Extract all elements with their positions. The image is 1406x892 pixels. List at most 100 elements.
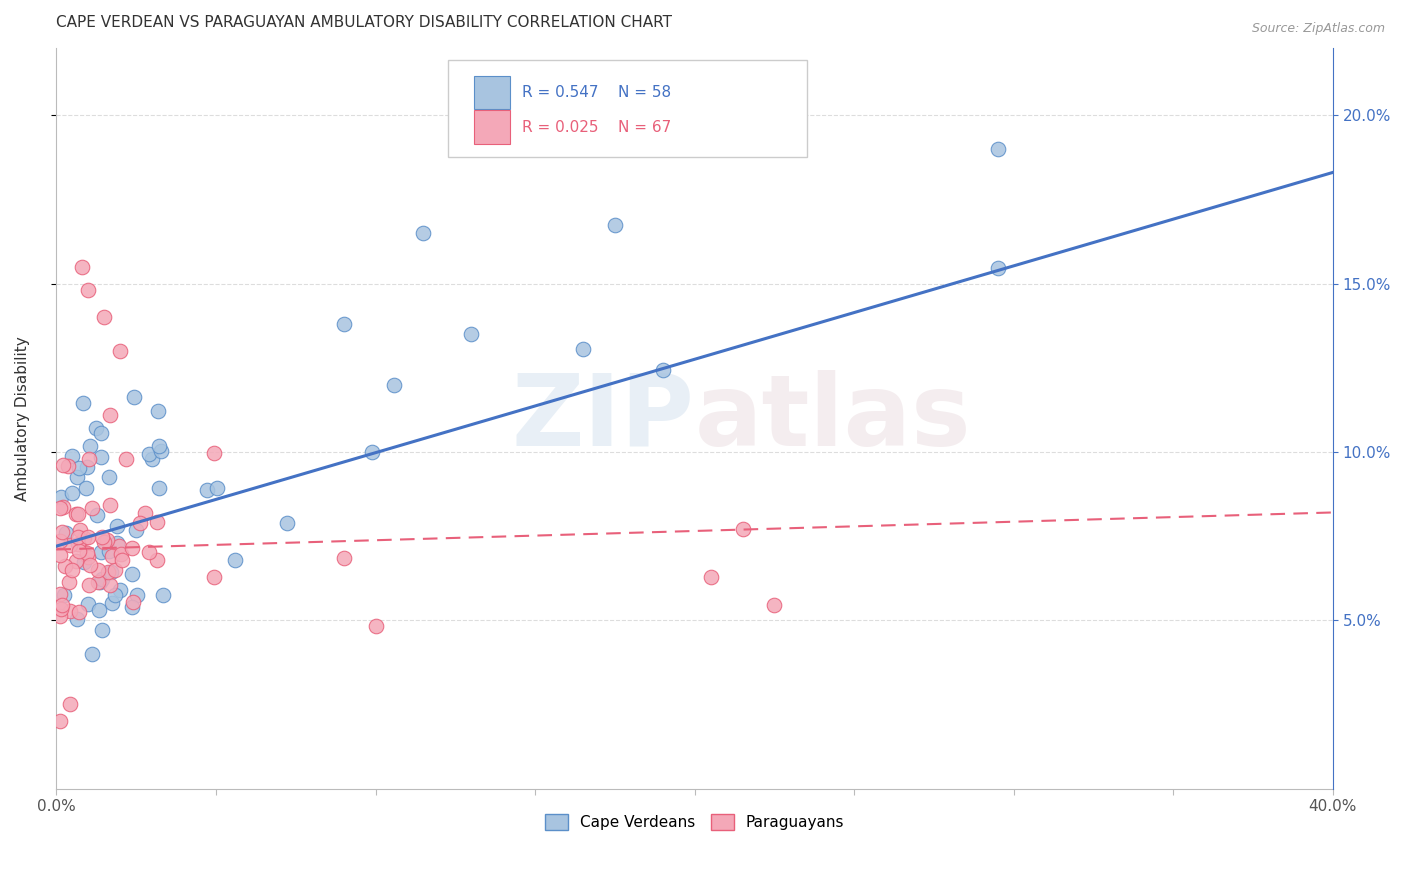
Point: [91, 573, 114, 587]
Point: [77, 283, 100, 297]
Point: [66, 470, 89, 484]
Point: [98, 544, 121, 558]
Text: Source: ZipAtlas.com: Source: ZipAtlas.com: [1251, 22, 1385, 36]
Text: R = 0.025    N = 67: R = 0.025 N = 67: [522, 120, 672, 135]
Point: [101, 596, 124, 610]
Point: [197, 483, 219, 497]
Point: [49, 587, 72, 601]
Point: [77, 578, 100, 592]
Point: [205, 481, 228, 495]
FancyBboxPatch shape: [449, 61, 807, 158]
Point: [76, 546, 98, 560]
Point: [80, 501, 103, 516]
Point: [65, 507, 87, 521]
Point: [149, 443, 172, 458]
Point: [121, 599, 143, 614]
Point: [66, 507, 89, 521]
Text: ZIP: ZIP: [512, 369, 695, 467]
Point: [67, 461, 90, 475]
Point: [148, 481, 170, 495]
Point: [124, 390, 146, 404]
Point: [384, 377, 406, 392]
Point: [84, 421, 107, 435]
Point: [138, 447, 160, 461]
Point: [48, 608, 70, 623]
Point: [90, 623, 112, 637]
Point: [699, 569, 721, 583]
Point: [93, 310, 115, 325]
Point: [51, 490, 73, 504]
Point: [146, 515, 169, 529]
Point: [110, 547, 132, 561]
Point: [79, 439, 101, 453]
Point: [48, 548, 70, 562]
Y-axis label: Ambulatory Disability: Ambulatory Disability: [15, 335, 30, 500]
Point: [86, 508, 108, 523]
Point: [987, 142, 1010, 156]
Point: [87, 574, 110, 589]
Point: [97, 565, 120, 579]
Point: [51, 525, 73, 540]
Point: [62, 449, 84, 463]
Point: [77, 452, 100, 467]
Point: [66, 611, 89, 625]
Point: [70, 260, 93, 274]
Point: [332, 550, 354, 565]
Point: [98, 499, 121, 513]
Point: [460, 326, 482, 341]
Point: [65, 554, 87, 568]
Point: [134, 506, 156, 520]
Point: [77, 550, 100, 565]
Point: [111, 553, 134, 567]
Point: [360, 445, 382, 459]
Point: [125, 524, 148, 538]
Point: [603, 218, 626, 232]
Point: [90, 545, 112, 559]
Point: [76, 597, 98, 611]
Point: [651, 363, 673, 377]
Point: [224, 552, 246, 566]
Point: [103, 563, 125, 577]
Point: [90, 425, 112, 440]
Point: [276, 516, 298, 530]
Point: [148, 439, 170, 453]
Point: [731, 522, 754, 536]
Point: [52, 500, 75, 514]
Point: [73, 532, 96, 546]
Point: [121, 541, 143, 555]
Point: [55, 526, 77, 541]
Text: atlas: atlas: [695, 369, 972, 467]
Point: [96, 533, 118, 547]
Point: [93, 535, 115, 549]
Point: [202, 445, 225, 459]
Point: [987, 261, 1010, 276]
Point: [121, 567, 143, 582]
Point: [202, 570, 225, 584]
Point: [60, 485, 83, 500]
Point: [105, 518, 128, 533]
Point: [104, 588, 127, 602]
Bar: [474, 76, 509, 109]
Point: [59, 697, 82, 711]
Point: [101, 549, 124, 563]
Bar: [474, 111, 509, 144]
Point: [332, 317, 354, 331]
Point: [129, 516, 152, 531]
Point: [125, 588, 148, 602]
Point: [76, 460, 98, 475]
Point: [67, 543, 90, 558]
Point: [98, 408, 121, 422]
Point: [67, 606, 90, 620]
Point: [763, 598, 786, 612]
Point: [100, 565, 122, 579]
Point: [72, 395, 94, 409]
Point: [115, 452, 138, 467]
Point: [98, 578, 121, 592]
Text: R = 0.547    N = 58: R = 0.547 N = 58: [522, 85, 672, 100]
Point: [51, 598, 73, 612]
Point: [82, 647, 104, 661]
Point: [79, 558, 101, 572]
Point: [146, 403, 169, 417]
Point: [110, 343, 132, 358]
Point: [73, 556, 96, 570]
